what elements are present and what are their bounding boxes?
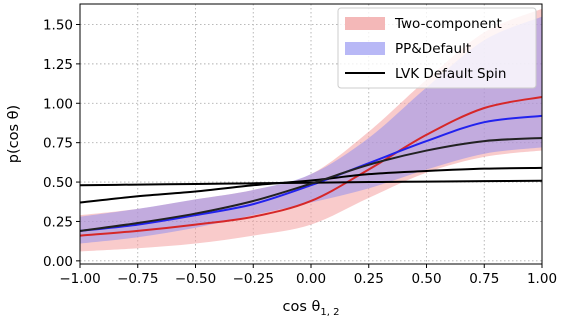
x-axis-label: cos θ1, 2 — [283, 299, 340, 318]
x-tick-label: 1.00 — [527, 271, 557, 287]
x-tick-label: 0.25 — [354, 271, 384, 287]
legend-label: Two-component — [394, 16, 502, 32]
legend-layer: Two-component PP&Default LVK Default Spin — [337, 7, 537, 89]
legend-label: LVK Default Spin — [395, 66, 506, 82]
line-pp-default — [79, 114, 543, 232]
y-axis-label: p(cos θ) — [6, 105, 22, 163]
tick-layer: −1.00 −0.75 −0.50 −0.25 0.00 0.25 0.50 0.75 1.00… — [43, 17, 557, 287]
x-tick-label: −1.00 — [59, 271, 100, 287]
y-tick-label: 1.25 — [43, 57, 73, 73]
x-tick-label: −0.25 — [233, 271, 274, 287]
x-axis-label-sub: 1, 2 — [320, 307, 339, 318]
legend-box — [337, 7, 537, 89]
x-tick-label: 0.50 — [411, 271, 441, 287]
x-tick-label: −0.75 — [117, 271, 158, 287]
legend-label: PP&Default — [395, 41, 471, 57]
y-tick-label: 0.75 — [43, 136, 73, 152]
y-tick-label: 1.00 — [43, 96, 73, 112]
y-tick-label: 0.00 — [43, 254, 73, 270]
legend-swatch — [345, 17, 385, 30]
x-tick-label: −0.50 — [175, 271, 216, 287]
line-two-component — [79, 95, 543, 237]
x-axis-label-base: cos θ — [283, 299, 321, 315]
y-tick-label: 1.50 — [43, 17, 73, 33]
x-tick-label: 0.00 — [296, 271, 326, 287]
line-lvk-default-spin-median-2 — [79, 166, 543, 204]
line-layer — [79, 95, 543, 237]
y-tick-label: 0.25 — [43, 214, 73, 230]
legend-swatch — [345, 42, 385, 55]
y-tick-label: 0.50 — [43, 175, 73, 191]
x-tick-label: 0.75 — [469, 271, 499, 287]
line-lvk-default-spin-median-3 — [79, 136, 543, 232]
